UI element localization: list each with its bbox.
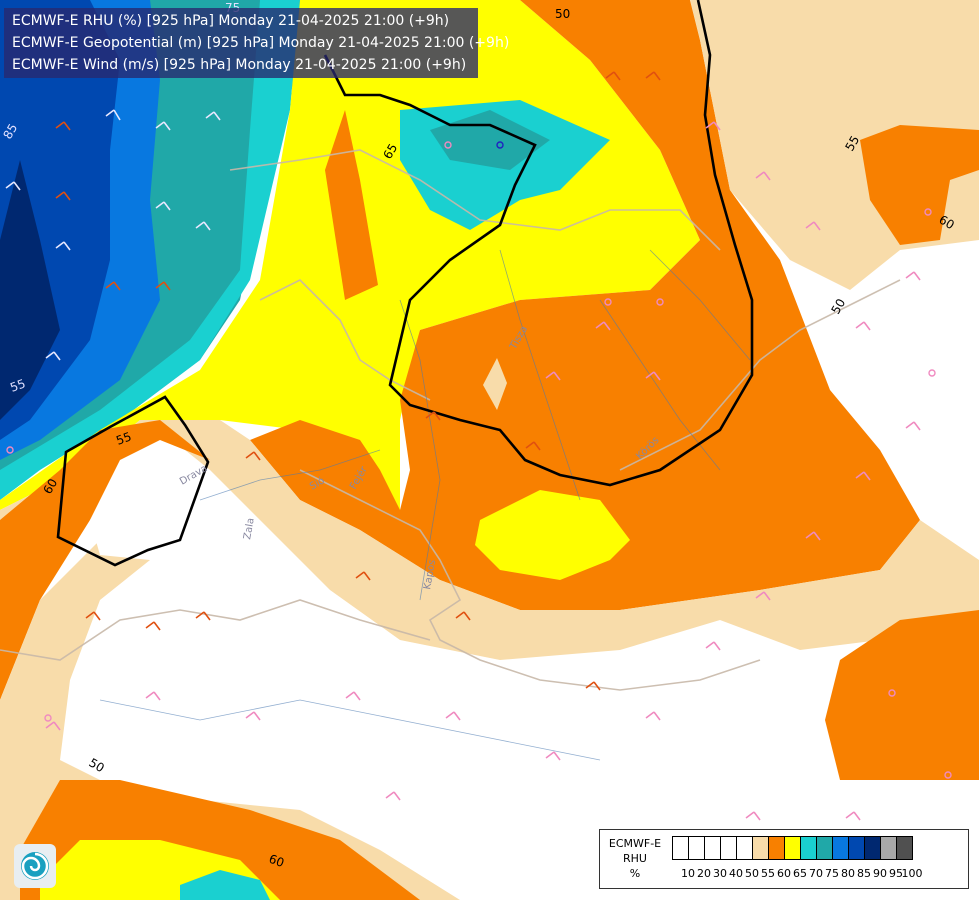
geopotential-contours xyxy=(56,0,754,567)
legend-swatches xyxy=(672,836,913,860)
legend-tick-label: 80 xyxy=(841,867,855,880)
legend-tick-label: 90 xyxy=(873,867,887,880)
rhu-band-70-sw xyxy=(180,870,270,900)
legend-tick-label: 65 xyxy=(793,867,807,880)
legend-swatch xyxy=(672,836,689,860)
title-wind: ECMWF-E Wind (m/s) [925 hPa] Monday 21-0… xyxy=(12,57,467,73)
rhu-band-60-east xyxy=(860,125,979,245)
contour-label: 50 xyxy=(87,755,107,775)
legend-swatch xyxy=(800,836,817,860)
rhu-band-60-west xyxy=(0,420,210,700)
contour-label: 50 xyxy=(555,7,570,21)
legend-title-unit: % xyxy=(629,867,641,880)
legend-tick-label: 85 xyxy=(857,867,871,880)
rhu-band-65-pocket xyxy=(475,490,630,580)
legend-tick-label: 40 xyxy=(729,867,743,880)
rhu-band-55-pocket xyxy=(483,358,507,410)
title-rhu: ECMWF-E RHU (%) [925 hPa] Monday 21-04-2… xyxy=(12,13,450,29)
legend-title-variable: RHU xyxy=(623,852,647,865)
legend-tick-label: 30 xyxy=(713,867,727,880)
legend-swatch xyxy=(816,836,833,860)
legend-swatch xyxy=(688,836,705,860)
legend-tick-label: 60 xyxy=(777,867,791,880)
legend-swatch xyxy=(848,836,865,860)
legend-tick-label: 55 xyxy=(761,867,775,880)
color-legend: ECMWF-E RHU % 10 20 30 40 50 55 60 65 70 75 80 85 90… xyxy=(599,829,969,889)
spiral-logo-icon xyxy=(21,852,49,880)
contour-label: 55 xyxy=(8,376,27,394)
contour-label-group: 50 65 55 50 60 55 60 50 60 85 75 55 xyxy=(0,1,956,870)
legend-swatch xyxy=(768,836,785,860)
legend-title: ECMWF-E RHU % xyxy=(602,836,668,881)
legend-swatch xyxy=(720,836,737,860)
legend-tick-label: 70 xyxy=(809,867,823,880)
contour-label: 85 xyxy=(0,121,20,141)
contour-label: 55 xyxy=(842,133,862,153)
contour-label: 50 xyxy=(828,296,848,316)
legend-ticks: 10 20 30 40 50 55 60 65 70 75 80 85 90 95 100 xyxy=(672,867,972,881)
legend-tick-label: 20 xyxy=(697,867,711,880)
legend-swatch xyxy=(896,836,913,860)
ecmwf-logo xyxy=(14,844,56,888)
legend-swatch xyxy=(864,836,881,860)
legend-swatch xyxy=(880,836,897,860)
contour-label: 60 xyxy=(937,212,957,232)
legend-tick-label: 75 xyxy=(825,867,839,880)
rhu-band-55-south xyxy=(0,420,979,690)
legend-tick-label: 95 xyxy=(889,867,903,880)
legend-swatch xyxy=(832,836,849,860)
rhu-band-90 xyxy=(0,160,60,420)
calm-markers xyxy=(6,141,952,779)
legend-swatch xyxy=(704,836,721,860)
legend-title-model: ECMWF-E xyxy=(608,837,662,850)
country-borders xyxy=(0,149,901,691)
map-title-box: ECMWF-E RHU (%) [925 hPa] Monday 21-04-2… xyxy=(4,8,510,78)
river-label: Zala xyxy=(242,517,257,540)
legend-tick-label: 100 xyxy=(901,867,923,880)
legend-tick-label: 50 xyxy=(745,867,759,880)
contour-label: 55 xyxy=(114,429,133,447)
contour-label: 60 xyxy=(40,476,60,496)
river-label: Kapos xyxy=(422,559,438,591)
legend-swatch xyxy=(752,836,769,860)
rhu-band-60-southeast xyxy=(825,610,979,780)
wind-barbs xyxy=(5,71,921,821)
rhu-band-60-streak xyxy=(325,110,378,300)
contour-label: 65 xyxy=(380,141,400,161)
legend-tick-label: 10 xyxy=(681,867,695,880)
legend-swatch xyxy=(784,836,801,860)
title-geopotential: ECMWF-E Geopotential (m) [925 hPa] Monda… xyxy=(12,35,510,51)
contour-label: 60 xyxy=(267,852,286,870)
legend-swatch xyxy=(736,836,753,860)
rhu-white-west xyxy=(90,475,200,560)
rhu-band-60-main xyxy=(250,0,920,610)
rivers xyxy=(99,249,751,761)
